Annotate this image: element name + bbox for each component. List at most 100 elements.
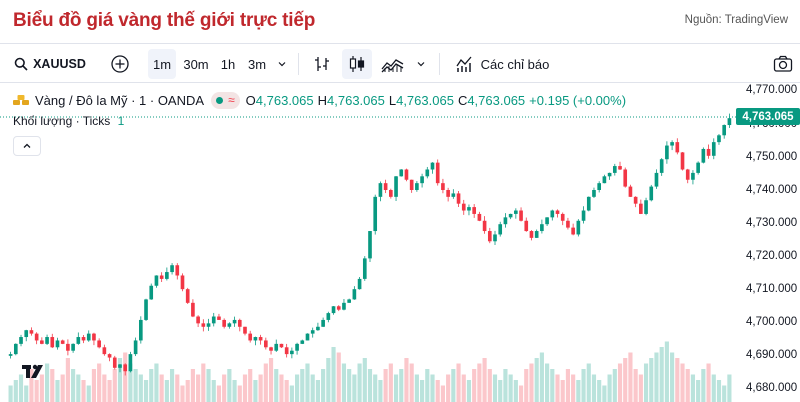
plus-circle-icon: [110, 54, 130, 74]
candle-body: [665, 145, 669, 160]
volume-bar: [201, 363, 206, 402]
volume-bar: [716, 380, 722, 402]
area-style-button[interactable]: [378, 49, 408, 79]
candle-body: [217, 316, 221, 320]
price-axis[interactable]: 4,770.000 4,760.000 4,750.000 4,740.000 …: [738, 84, 800, 402]
candle-body: [472, 207, 476, 214]
volume-bar: [560, 380, 565, 402]
snapshot-button[interactable]: [770, 49, 796, 79]
volume-bar: [664, 341, 669, 402]
volume-bar: [529, 363, 534, 402]
chevron-down-icon: [277, 59, 287, 69]
interval-30m-button[interactable]: 30m: [180, 49, 212, 79]
candle-body: [409, 179, 414, 190]
candle-body: [451, 193, 456, 197]
volume-bar: [513, 380, 518, 402]
candle-body: [60, 340, 65, 344]
candle-body: [71, 343, 75, 351]
volume-bar: [102, 374, 107, 402]
candles-style-button[interactable]: [342, 49, 372, 79]
market-status-indicator: ≈: [211, 91, 240, 109]
candle-body: [170, 265, 174, 273]
volume-bar: [60, 374, 65, 402]
candle-body: [248, 333, 253, 341]
volume-bar: [685, 369, 690, 402]
volume-bar: [211, 380, 216, 402]
candle-body: [175, 265, 180, 276]
interval-1h-button[interactable]: 1h: [216, 49, 240, 79]
volume-bar: [289, 385, 294, 402]
instrument-label: Vàng / Đô la Mỹ · 1 · OANDA: [35, 92, 205, 108]
volume-bar: [435, 380, 440, 402]
volume-bar: [232, 380, 237, 402]
candle-body: [128, 354, 133, 372]
candle-body: [487, 231, 492, 242]
volume-bar: [8, 385, 13, 402]
interval-3m-button[interactable]: 3m: [243, 49, 271, 79]
price-chart[interactable]: [0, 84, 800, 402]
volume-bar: [315, 380, 320, 402]
approx-icon: ≈: [228, 93, 235, 107]
candle-body: [274, 343, 279, 351]
volume-bar: [216, 385, 222, 402]
volume-bar: [518, 385, 524, 402]
candle-body: [659, 159, 664, 173]
interval-1m-button[interactable]: 1m: [148, 49, 176, 79]
volume-bar: [39, 374, 44, 402]
candle-body: [446, 190, 450, 197]
candle-body: [404, 169, 409, 180]
candle-body: [149, 285, 154, 300]
volume-bar: [571, 374, 576, 402]
candle-body: [519, 210, 523, 221]
volume-bar: [581, 369, 586, 402]
candle-body: [8, 354, 13, 356]
compare-symbol-button[interactable]: [106, 49, 134, 79]
symbol-search-button[interactable]: XAUUSD: [10, 49, 90, 79]
volume-bar: [112, 369, 117, 402]
candle-body: [670, 142, 674, 146]
candle-body: [623, 169, 628, 187]
candle-body: [378, 183, 383, 197]
tradingview-logo-icon[interactable]: [20, 360, 50, 382]
candle-body: [508, 213, 513, 218]
candle-body: [514, 210, 518, 214]
volume-bar: [185, 380, 190, 402]
candle-body: [19, 337, 23, 344]
volume-bar: [586, 363, 591, 402]
volume-bar: [367, 369, 373, 402]
price-tick: 4,700.000: [746, 316, 798, 328]
volume-bar: [711, 374, 716, 402]
candle-body: [586, 196, 591, 211]
candle-body: [34, 333, 39, 341]
close-key: C: [457, 92, 468, 108]
volume-bar: [44, 363, 50, 402]
candle-body: [321, 319, 325, 327]
volume-bar: [268, 358, 274, 402]
interval-label: 1h: [220, 56, 236, 72]
volume-bar: [508, 374, 513, 402]
interval-label: 3m: [247, 56, 267, 72]
volume-bar: [352, 374, 357, 402]
candle-body: [493, 234, 497, 242]
volume-bar: [55, 380, 60, 402]
indicators-button[interactable]: Các chỉ báo: [450, 49, 554, 79]
open-key: O: [245, 92, 256, 108]
volume-bar: [534, 358, 539, 402]
interval-dropdown[interactable]: [273, 49, 291, 79]
candle-body: [717, 135, 721, 143]
candle-body: [55, 340, 60, 348]
bars-style-button[interactable]: [308, 49, 336, 79]
high-key: H: [317, 92, 328, 108]
candle-body: [66, 343, 70, 351]
volume-bar: [654, 352, 659, 402]
chart-style-dropdown[interactable]: [412, 49, 430, 79]
volume-value: 1: [117, 114, 125, 128]
candle-body: [300, 340, 305, 344]
candle-body: [206, 323, 211, 327]
volume-bar: [461, 374, 466, 402]
collapse-legend-button[interactable]: [13, 136, 41, 156]
volume-bars: [8, 341, 732, 402]
volume-bar: [404, 358, 409, 402]
indicators-icon: [455, 54, 475, 74]
candle-body: [362, 258, 367, 279]
